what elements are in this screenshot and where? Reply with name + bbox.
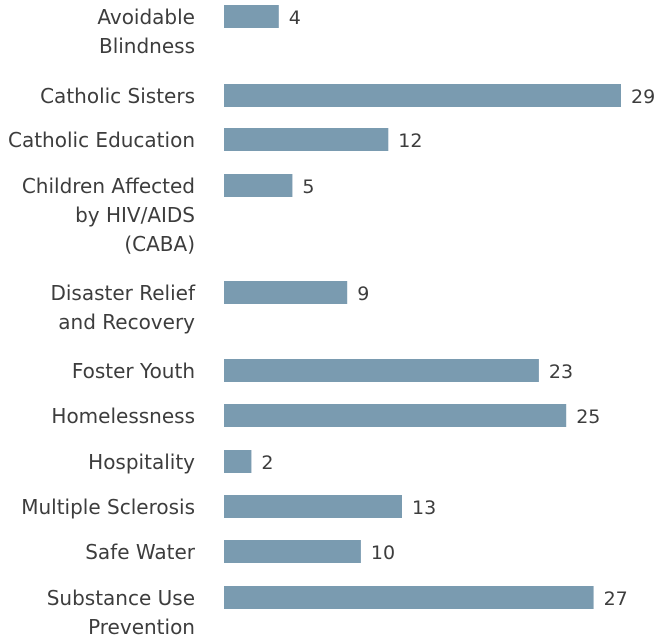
bar-multiple-sclerosis [224,495,402,518]
value-label-avoidable-blindness: 4 [289,7,301,29]
bar-avoidable-blindness [224,5,279,28]
category-label-catholic-sisters: Catholic Sisters [40,84,195,108]
category-label-line: Catholic Education [8,128,195,152]
category-label-line: Catholic Sisters [40,84,195,108]
bar-disaster-relief-and-recovery [224,281,348,304]
bar-substance-use-prevention [224,586,594,609]
category-label-line: Avoidable [97,5,195,29]
category-label-avoidable-blindness: Avoidable Blindness [97,5,195,58]
value-label-disaster-relief-and-recovery: 9 [357,283,369,305]
value-label-hospitality: 2 [261,452,273,474]
category-label-substance-use-prevention: Substance Use Prevention [47,586,195,639]
value-label-catholic-education: 12 [398,130,422,152]
category-label-line: Disaster Relief [50,281,196,305]
category-label-line: by HIV/AIDS [75,203,195,227]
category-label-homelessness: Homelessness [51,404,195,428]
category-label-foster-youth: Foster Youth [72,359,195,383]
category-label-line: Homelessness [51,404,195,428]
category-label-line: and Recovery [58,310,195,334]
category-label-line: Safe Water [85,540,196,564]
category-label-line: Foster Youth [72,359,195,383]
category-label-line: Hospitality [88,450,195,474]
value-label-foster-youth: 23 [549,361,573,383]
category-label-line: (CABA) [124,232,195,256]
value-label-safe-water: 10 [371,542,395,564]
value-label-substance-use-prevention: 27 [604,588,628,610]
category-label-line: Multiple Sclerosis [21,495,195,519]
value-label-children-affected-by-hiv-aids-caba: 5 [302,176,314,198]
value-label-homelessness: 25 [576,406,600,428]
bar-catholic-education [224,128,389,151]
category-label-line: Children Affected [22,174,195,198]
bar-catholic-sisters [224,84,621,107]
category-label-disaster-relief-and-recovery: Disaster Relief and Recovery [50,281,196,334]
category-label-hospitality: Hospitality [88,450,195,474]
bar-foster-youth [224,359,539,382]
value-label-catholic-sisters: 29 [631,86,655,108]
category-label-children-affected-by-hiv-aids-caba: Children Affected by HIV/AIDS (CABA) [22,174,195,256]
category-label-line: Substance Use [47,586,195,610]
category-label-catholic-education: Catholic Education [8,128,195,152]
category-label-multiple-sclerosis: Multiple Sclerosis [21,495,195,519]
bar-homelessness [224,404,567,427]
category-label-line: Prevention [88,615,195,639]
value-label-multiple-sclerosis: 13 [412,497,436,519]
bar-hospitality [224,450,252,473]
category-label-safe-water: Safe Water [85,540,196,564]
bar-safe-water [224,540,361,563]
bar-children-affected-by-hiv-aids-caba [224,174,293,197]
category-label-line: Blindness [99,34,195,58]
